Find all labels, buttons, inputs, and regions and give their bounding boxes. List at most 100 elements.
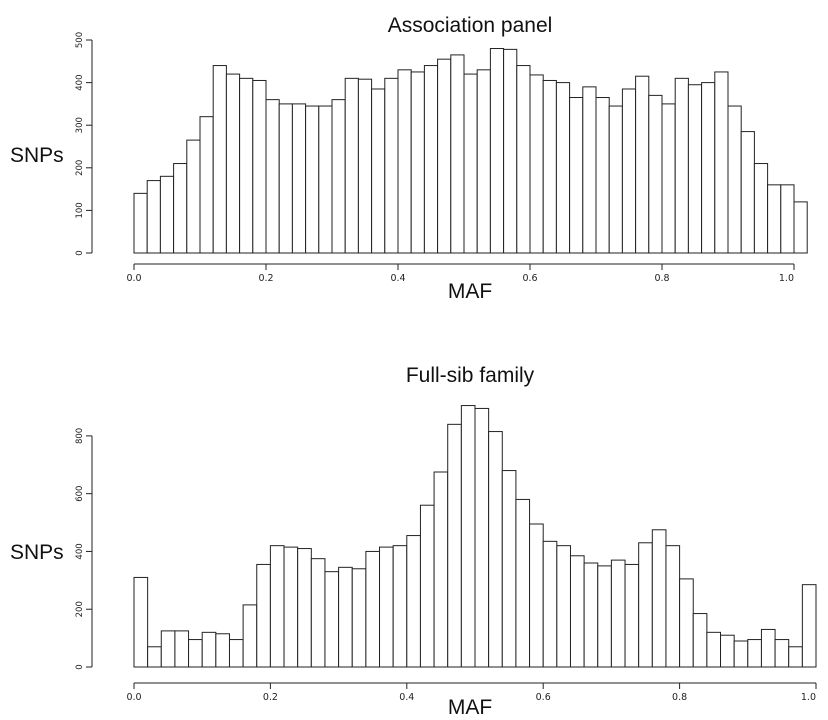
histogram-bar [384, 77, 399, 254]
histogram-bar [610, 559, 626, 668]
histogram-bar [488, 431, 503, 668]
y-tick-label: 100 [75, 202, 85, 218]
histogram-bar [687, 84, 703, 254]
histogram-bar [291, 103, 307, 254]
y-tick-label: 600 [75, 486, 85, 502]
histogram-bar [199, 116, 214, 254]
histogram-bar [379, 546, 394, 668]
histogram-bar [331, 99, 346, 254]
histogram-bar [474, 407, 490, 668]
histogram-bar [621, 88, 637, 254]
histogram-bar [437, 58, 452, 254]
histogram-bar [780, 184, 795, 254]
histogram-bar [767, 184, 782, 254]
y-axis-label: SNPs [10, 144, 64, 167]
histogram-bar [450, 54, 465, 254]
histogram-bar [556, 545, 571, 668]
histogram-bar [419, 504, 435, 668]
histogram-bar [239, 77, 254, 254]
full-sib-family-histogram: Full-sib family SNPs MAF 0 200 400 600 800 0.… [10, 364, 817, 719]
histogram-bar [447, 423, 462, 668]
histogram-bar [371, 88, 386, 254]
histogram-bar [305, 105, 320, 254]
y-tick-label: 0 [75, 250, 85, 255]
y-tick-label: 200 [75, 160, 85, 176]
histogram-bar [692, 613, 708, 668]
histogram-bar [201, 631, 217, 668]
histogram-bar [635, 75, 650, 254]
histogram-bar [174, 630, 190, 668]
histogram-bar [463, 73, 478, 254]
histogram-bar [423, 65, 439, 254]
histogram-bar [555, 82, 571, 254]
histogram-bar [406, 535, 421, 668]
x-tick-label: 0.6 [536, 692, 551, 703]
histogram-bar [608, 105, 623, 254]
histogram-bar [597, 565, 612, 668]
histogram-bar [583, 562, 599, 668]
x-axis-label: MAF [448, 280, 492, 303]
histogram-bar [733, 640, 749, 668]
histogram-bar [365, 550, 381, 668]
histogram-bar [753, 163, 769, 254]
y-tick-label: 300 [75, 117, 85, 133]
histogram-bar [133, 576, 149, 668]
histogram-bar [318, 105, 333, 254]
histogram-bar [665, 545, 681, 668]
histogram-bar [160, 630, 176, 668]
histogram-bar [173, 163, 188, 254]
histogram-bar [503, 48, 518, 254]
histogram-bar [595, 97, 610, 254]
histogram-bar [801, 584, 817, 668]
histogram-bar [529, 74, 544, 254]
x-tick-label: 0.8 [654, 273, 669, 284]
histogram-bar [515, 498, 531, 668]
x-tick-label: 0.8 [672, 692, 687, 703]
histogram-bar [569, 97, 584, 254]
association-panel-histogram: Association panel SNPs MAF 0 100 200 300 400… [10, 14, 808, 303]
histogram-bar [147, 646, 162, 668]
histogram-bar [679, 578, 694, 668]
histogram-bar [706, 631, 722, 668]
y-tick-label: 400 [75, 74, 85, 90]
histogram-bar [228, 639, 244, 668]
histogram-bar [433, 471, 449, 668]
chart-title: Association panel [388, 14, 553, 37]
histogram-bar [278, 103, 293, 254]
histogram-bar [225, 73, 241, 254]
histogram-bar [727, 105, 742, 254]
histogram-bar [242, 604, 258, 668]
histogram-bar [460, 405, 476, 668]
y-tick-label: 0 [75, 664, 85, 669]
histogram-bar [516, 65, 531, 254]
histogram-bar [357, 78, 373, 254]
histogram-bar [256, 563, 271, 668]
histogram-bar [542, 540, 558, 668]
histogram-bar [310, 558, 326, 668]
histogram-bar [215, 633, 230, 668]
histogram-bar [188, 639, 203, 668]
x-tick-label: 0.0 [126, 692, 141, 703]
histogram-bar [661, 103, 676, 254]
x-tick-label: 0.2 [263, 692, 278, 703]
histogram-bar [212, 65, 227, 254]
histogram-bar [252, 79, 267, 254]
histogram-bar [476, 69, 491, 254]
histogram-bar [297, 548, 312, 668]
histogram-bar [529, 523, 544, 668]
y-axis-label: SNPs [10, 541, 64, 564]
histogram-bar [714, 71, 729, 254]
histogram-bar [344, 77, 359, 254]
histogram-bar [397, 69, 412, 254]
histogram-bar [651, 529, 667, 668]
x-tick-label: 0.2 [258, 273, 273, 284]
histogram-bar [351, 568, 367, 668]
histogram-bar [720, 634, 735, 668]
x-tick-label: 0.4 [399, 692, 414, 703]
histogram-bar [489, 48, 505, 254]
histogram-bar [186, 139, 201, 254]
x-axis-label: MAF [448, 696, 492, 719]
histogram-bar [501, 470, 517, 668]
y-tick-label: 800 [75, 428, 85, 444]
